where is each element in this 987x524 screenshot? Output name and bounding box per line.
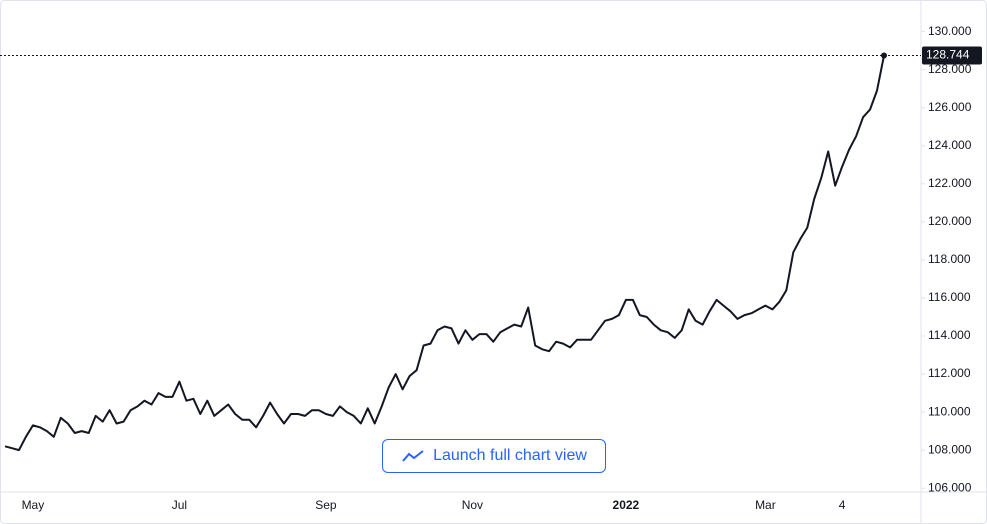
y-tick-label: 114.000 xyxy=(928,328,971,342)
button-label: Launch full chart view xyxy=(433,447,587,464)
x-tick-label: Jul xyxy=(172,498,187,512)
x-tick-label: 4 xyxy=(839,498,846,512)
x-tick-label: Mar xyxy=(755,498,776,512)
y-tick-label: 128.000 xyxy=(928,62,972,76)
x-tick-label: Sep xyxy=(315,498,337,512)
x-tick-label: Nov xyxy=(462,498,483,512)
last-point xyxy=(881,52,887,59)
y-tick-label: 112.000 xyxy=(928,366,971,380)
y-tick-label: 130.000 xyxy=(928,24,972,38)
y-tick-label: 126.000 xyxy=(928,100,972,114)
launch-button[interactable]: Launch full chart view xyxy=(382,439,606,473)
x-tick-label: May xyxy=(22,498,45,512)
y-tick-label: 116.000 xyxy=(928,290,971,304)
chart-icon xyxy=(402,450,424,462)
y-tick-label: 118.000 xyxy=(928,252,971,266)
last-price-badge xyxy=(922,46,982,65)
y-tick-label: 108.000 xyxy=(928,442,972,456)
price-line xyxy=(4,55,885,452)
x-tick-label: 2022 xyxy=(613,498,640,512)
last-price-label: 128.744 xyxy=(926,48,970,62)
y-tick-label: 110.000 xyxy=(928,404,971,418)
y-tick-label: 122.000 xyxy=(928,176,972,190)
y-tick-label: 120.000 xyxy=(928,214,972,228)
y-tick-label: 106.000 xyxy=(928,480,972,494)
y-tick-label: 124.000 xyxy=(928,138,972,152)
